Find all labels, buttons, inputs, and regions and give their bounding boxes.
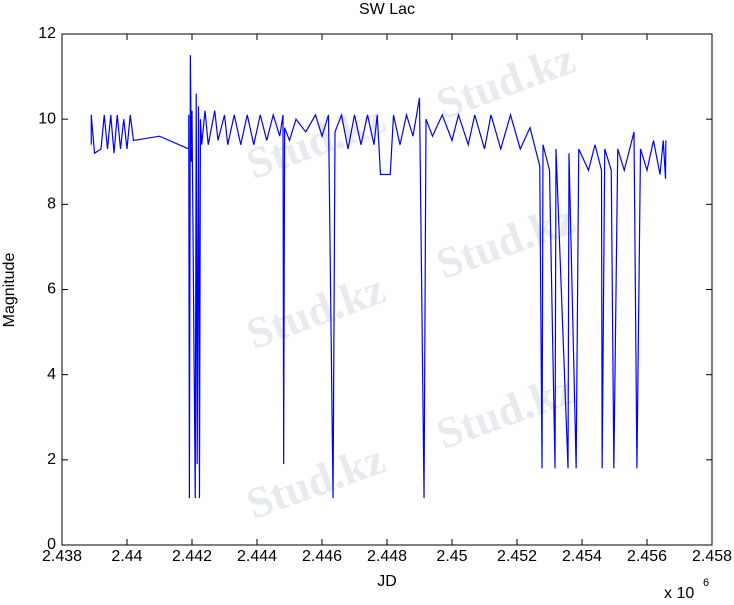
x-multiplier: x 10 [664, 585, 694, 600]
x-tick-label: 2.452 [497, 548, 537, 565]
y-tick-label: 12 [38, 25, 56, 42]
x-tick-label: 2.456 [627, 548, 667, 565]
y-tick-label: 0 [47, 536, 56, 553]
x-tick-label: 2.444 [237, 548, 277, 565]
y-tick-label: 4 [47, 366, 56, 383]
x-tick-label: 2.442 [172, 548, 212, 565]
y-tick-label: 6 [47, 281, 56, 298]
x-multiplier-exponent: 6 [703, 577, 709, 589]
y-tick-label: 2 [47, 451, 56, 468]
x-tick-label: 2.454 [562, 548, 602, 565]
y-tick-label: 10 [38, 110, 56, 127]
y-axis-label: Magnitude [1, 253, 18, 328]
data-line [90, 55, 667, 499]
x-tick-label: 2.438 [42, 548, 82, 565]
y-tick-label: 8 [47, 196, 56, 213]
chart-title: SW Lac [359, 1, 415, 18]
x-tick-label: 2.446 [302, 548, 342, 565]
x-tick-label: 2.44 [111, 548, 142, 565]
x-axis-label: JD [377, 573, 397, 590]
x-tick-label: 2.45 [436, 548, 467, 565]
x-tick-label: 2.448 [367, 548, 407, 565]
x-tick-label: 2.458 [692, 548, 732, 565]
